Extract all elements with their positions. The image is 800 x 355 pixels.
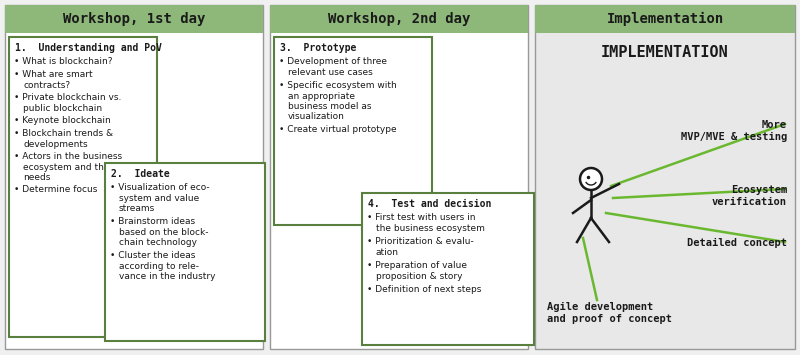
Text: public blockchain: public blockchain [23,104,102,113]
Text: ation: ation [376,248,399,257]
Bar [5,5,263,349]
Text: • First test with users in: • First test with users in [367,213,475,222]
Text: 4.  Test and decision: 4. Test and decision [368,199,491,209]
Text: • Specific ecosystem with: • Specific ecosystem with [279,81,397,90]
Text: contracts?: contracts? [23,81,70,90]
Text: streams: streams [119,204,155,213]
Text: based on the block-: based on the block- [119,228,209,237]
Text: Workshop, 1st day: Workshop, 1st day [63,12,205,26]
Text: the business ecosystem: the business ecosystem [376,224,485,233]
Text: chain technology: chain technology [119,238,197,247]
Text: • Brainstorm ideas: • Brainstorm ideas [110,217,195,226]
Text: • What is blockchain?: • What is blockchain? [14,57,113,66]
Text: developments: developments [23,140,88,149]
Text: • Actors in the business: • Actors in the business [14,152,122,161]
Text: needs: needs [23,173,50,182]
Text: • Determine focus: • Determine focus [14,185,98,194]
Text: • Development of three: • Development of three [279,57,387,66]
Bar [535,5,795,349]
Text: Agile development
and proof of concept: Agile development and proof of concept [547,302,672,324]
Circle shape [580,168,602,190]
Bar [362,193,534,345]
Bar [274,37,432,225]
Bar [9,37,157,337]
Bar [270,5,528,349]
Text: • Cluster the ideas: • Cluster the ideas [110,251,195,260]
Text: according to rele-: according to rele- [119,262,199,271]
Text: • Preparation of value: • Preparation of value [367,261,467,270]
Text: vance in the industry: vance in the industry [119,272,215,281]
Text: Implementation: Implementation [606,12,724,26]
Text: 1.  Understanding and PoV: 1. Understanding and PoV [15,43,162,53]
Text: Detailed concept: Detailed concept [687,238,787,248]
Text: • Create virtual prototype: • Create virtual prototype [279,125,397,134]
Text: • Keynote blockchain: • Keynote blockchain [14,116,110,125]
Text: • Blockchain trends &: • Blockchain trends & [14,129,113,138]
Text: system and value: system and value [119,194,199,203]
Text: • Private blockchain vs.: • Private blockchain vs. [14,93,122,102]
Text: an appropriate: an appropriate [288,92,355,101]
Bar [5,5,263,33]
Bar [270,5,528,33]
Text: proposition & story: proposition & story [376,272,462,281]
Text: 2.  Ideate: 2. Ideate [111,169,170,179]
Text: • What are smart: • What are smart [14,70,93,79]
Text: visualization: visualization [288,112,345,121]
Bar [105,163,265,341]
Bar [535,5,795,33]
Text: • Visualization of eco-: • Visualization of eco- [110,183,210,192]
Text: More
MVP/MVE & testing: More MVP/MVE & testing [681,120,787,142]
Text: IMPLEMENTATION: IMPLEMENTATION [601,45,729,60]
Text: Workshop, 2nd day: Workshop, 2nd day [328,12,470,26]
Text: ecosystem and their: ecosystem and their [23,163,116,172]
Text: • Definition of next steps: • Definition of next steps [367,285,482,294]
Text: Ecosystem
verification: Ecosystem verification [712,185,787,207]
Text: • Prioritization & evalu-: • Prioritization & evalu- [367,237,474,246]
Text: relevant use cases: relevant use cases [288,68,373,77]
Text: business model as: business model as [288,102,371,111]
Text: 3.  Prototype: 3. Prototype [280,43,356,53]
